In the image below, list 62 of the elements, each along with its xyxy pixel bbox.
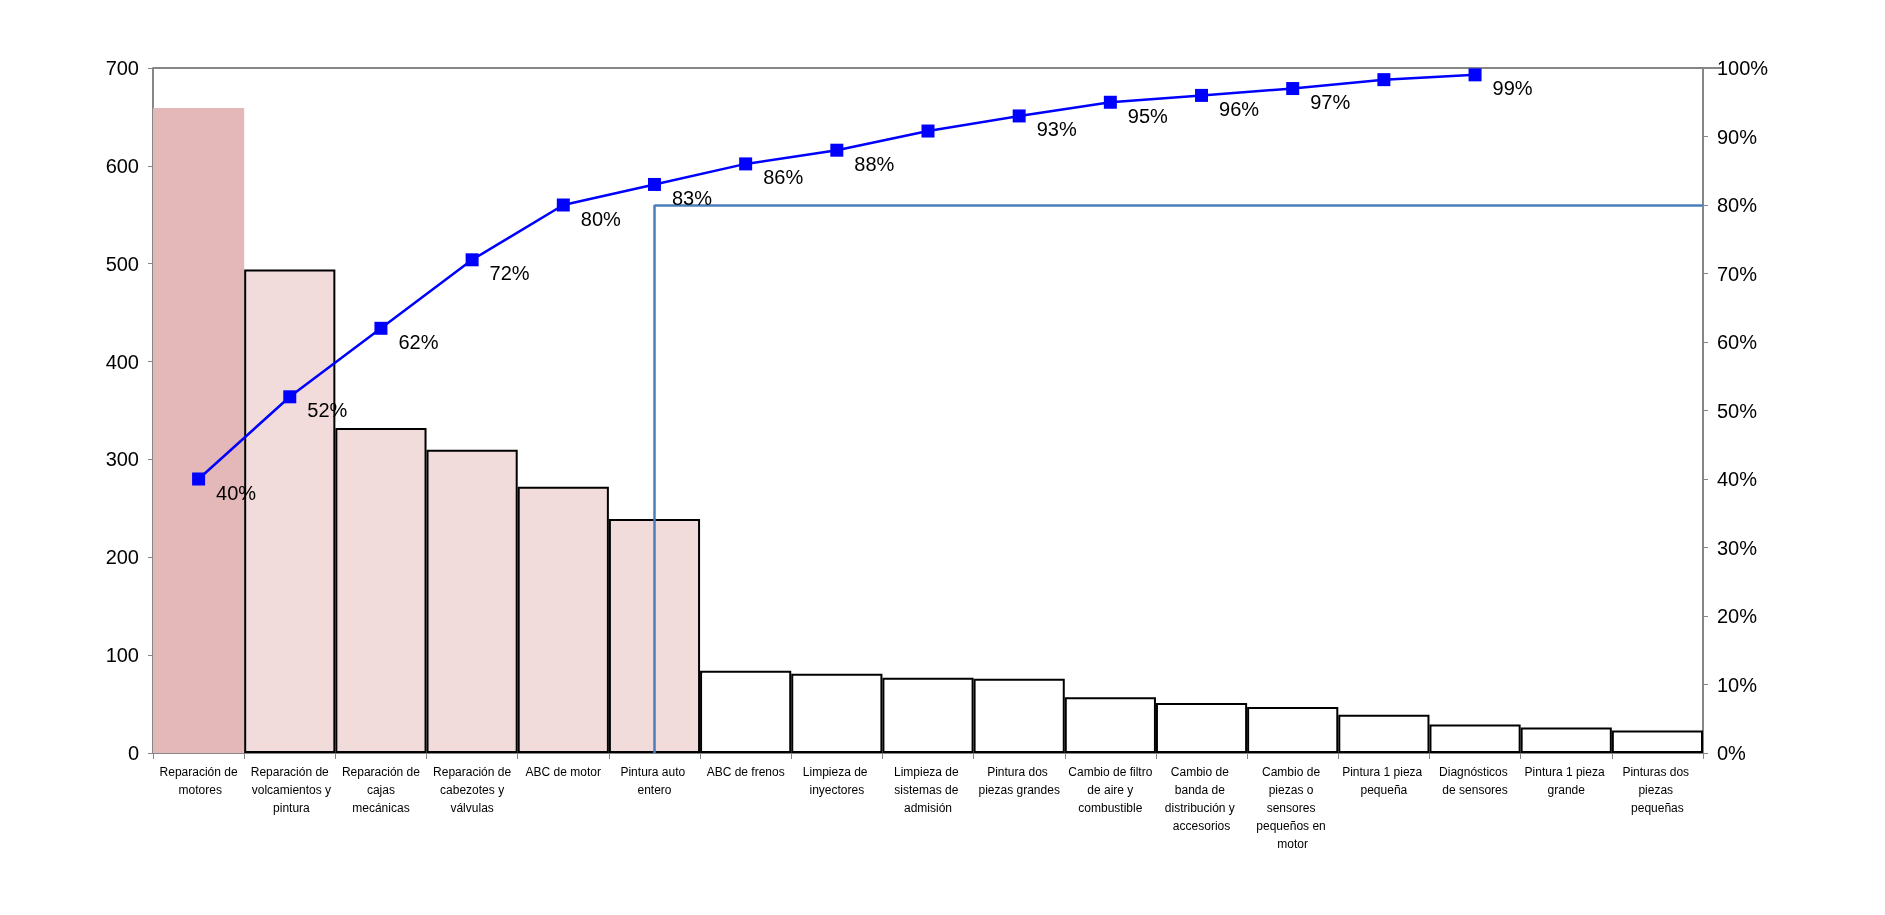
- x-tick-label: Pintura 1 pieza grande: [1524, 765, 1608, 797]
- y2-tick-label: 90%: [1717, 125, 1758, 148]
- x-tick-label: ABC de frenos: [706, 765, 785, 779]
- x-tick-label: Pinturas dos piezas pequeñas: [1622, 765, 1693, 815]
- y2-tick-label: 50%: [1717, 399, 1758, 422]
- data-label: 95%: [1127, 104, 1169, 127]
- x-tick-label: Reparación de cabezotes y válvulas: [433, 765, 512, 815]
- data-label: 96%: [1219, 97, 1260, 120]
- x-tick-label: Limpieza de sistemas de admisión: [893, 765, 963, 815]
- x-tick-label: Cambio de piezas o sensores pequeños en motor: [1256, 765, 1330, 851]
- x-tick-label: Pintura 1 pieza pequeña: [1342, 765, 1426, 797]
- y2-tick-label: 80%: [1717, 194, 1758, 216]
- y2-tick-label: 30%: [1717, 536, 1758, 559]
- data-label: 93%: [1036, 118, 1077, 141]
- y2-tick-label: 10%: [1717, 673, 1758, 696]
- point: [283, 390, 297, 404]
- point: [465, 253, 479, 267]
- x-tick-label: ABC de motor: [525, 765, 601, 779]
- y2-tick-label: 20%: [1717, 605, 1758, 627]
- data-label: 88%: [854, 152, 895, 175]
- x-tick-label: Cambio de filtro de aire y combustible: [1068, 765, 1153, 815]
- point: [1195, 88, 1209, 102]
- point: [647, 177, 661, 191]
- x-tick-label: Reparación de motores: [159, 765, 238, 797]
- x-tick-label: Pintura auto entero: [620, 765, 689, 797]
- x-tick-label: Diagnósticos de sensores: [1439, 765, 1512, 797]
- y-tick-label: 500: [105, 252, 139, 275]
- data-label: 83%: [671, 186, 713, 209]
- point: [921, 124, 935, 138]
- x-tick-label: Limpieza de inyectores: [802, 765, 871, 797]
- data-label: 72%: [489, 262, 530, 285]
- point: [1012, 109, 1026, 123]
- point: [1286, 82, 1300, 96]
- point: [1468, 68, 1482, 82]
- y-tick-label: 700: [105, 57, 139, 79]
- x-tick-label: Reparación de cajas mecánicas: [341, 765, 421, 815]
- point: [830, 143, 844, 157]
- y-tick-label: 600: [105, 154, 139, 177]
- y2-tick-label: 100%: [1717, 57, 1769, 79]
- y2-tick-label: 0%: [1717, 742, 1747, 764]
- point: [374, 321, 388, 335]
- y-tick-label: 0: [127, 742, 139, 764]
- y-tick-label: 100: [105, 644, 139, 667]
- x-tick-label: Cambio de banda de distribución y accesorios: [1164, 765, 1239, 833]
- point: [1377, 73, 1391, 87]
- y-tick-label: 400: [105, 350, 139, 373]
- x-tick-label: Pintura dos piezas grandes: [978, 765, 1060, 797]
- y2-tick-label: 40%: [1717, 468, 1758, 490]
- y-tick-label: 200: [105, 546, 139, 569]
- point: [192, 472, 206, 486]
- data-label: 80%: [580, 207, 622, 230]
- data-label: 97%: [1310, 91, 1351, 114]
- point: [556, 198, 570, 212]
- point: [739, 157, 753, 171]
- y2-tick-label: 60%: [1717, 331, 1758, 353]
- data-label: 62%: [398, 330, 439, 353]
- data-label: 99%: [1492, 77, 1533, 100]
- x-tick-label: Reparación de volcamientos y pintura: [248, 765, 332, 815]
- y-tick-label: 300: [105, 448, 139, 471]
- data-label: 86%: [763, 166, 804, 189]
- point: [1103, 95, 1117, 109]
- y2-tick-label: 70%: [1717, 262, 1758, 285]
